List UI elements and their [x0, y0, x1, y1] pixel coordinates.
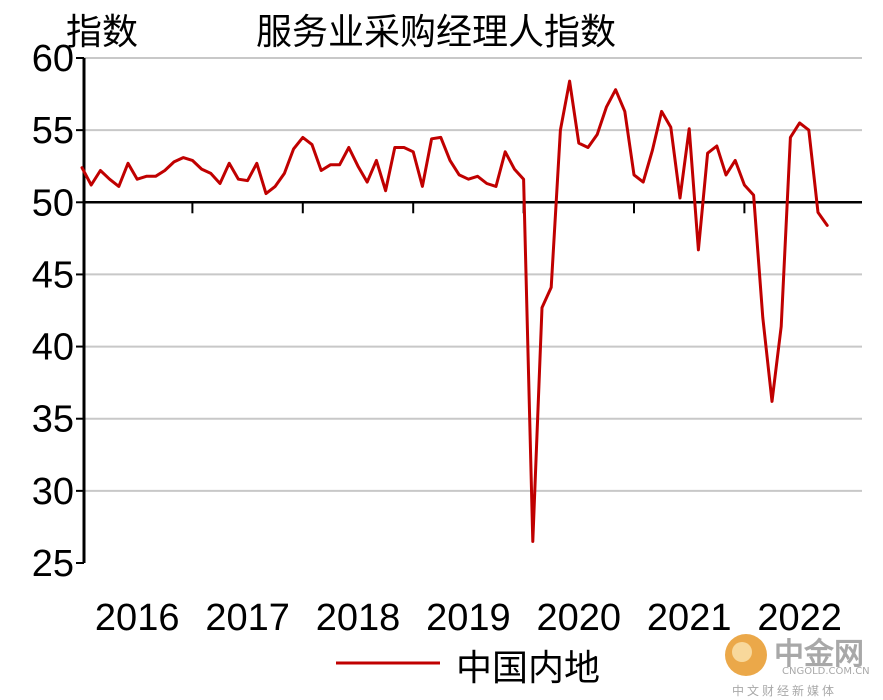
watermark-tagline: 中文财经新媒体	[732, 683, 837, 698]
y-tick-label: 30	[32, 471, 74, 513]
y-tick-label: 35	[32, 399, 74, 441]
chart-title: 服务业采购经理人指数	[256, 12, 616, 53]
y-axis-label: 指数	[66, 12, 138, 53]
y-tick-label: 45	[32, 254, 74, 296]
watermark-site: CNGOLD.COM.CN	[782, 666, 870, 677]
y-tick-label: 60	[32, 38, 74, 80]
gridlines	[84, 57, 862, 492]
y-tick-label: 40	[32, 327, 74, 369]
x-tick-label: 2017	[205, 597, 290, 639]
y-tick-label: 25	[32, 543, 74, 585]
x-tick-label: 2021	[647, 597, 732, 639]
y-axis-ticks: 25 30 35 40 45 50 55 60	[32, 38, 84, 585]
legend: 中国内地	[336, 648, 600, 689]
y-tick-label: 55	[32, 110, 74, 152]
x-tick-label: 2016	[95, 597, 180, 639]
watermark-logo-inner-icon	[732, 642, 752, 662]
series-line-china-mainland	[80, 79, 829, 543]
x-tick-label: 2022	[757, 597, 842, 639]
watermark: 中金网 CNGOLD.COM.CN 中文财经新媒体	[725, 634, 870, 698]
x-axis-ticks: 2016 2017 2018 2019 2020 2021 2022	[95, 202, 842, 639]
legend-label: 中国内地	[456, 648, 600, 689]
y-tick-label: 50	[32, 182, 74, 224]
x-tick-label: 2020	[537, 597, 622, 639]
x-tick-label: 2019	[426, 597, 511, 639]
series-layer	[80, 79, 829, 543]
watermark-name: 中金网	[774, 637, 864, 672]
x-tick-label: 2018	[316, 597, 401, 639]
